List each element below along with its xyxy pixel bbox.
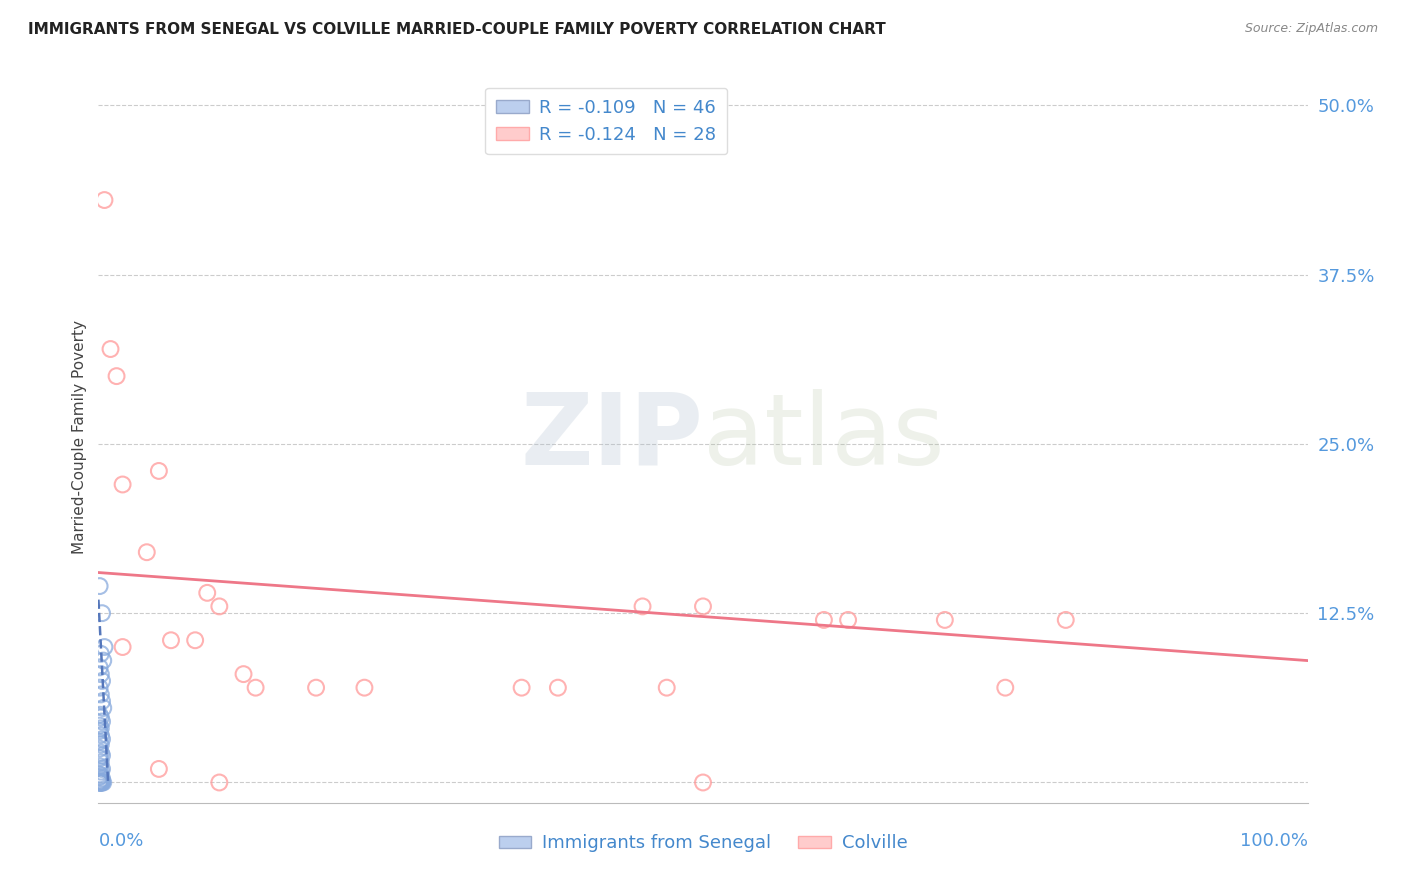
Point xyxy=(111,640,134,654)
Point xyxy=(148,762,170,776)
Legend: Immigrants from Senegal, Colville: Immigrants from Senegal, Colville xyxy=(492,827,914,860)
Point xyxy=(89,741,111,756)
Point xyxy=(90,775,112,789)
Point xyxy=(148,464,170,478)
Point xyxy=(160,633,183,648)
Point xyxy=(89,767,111,781)
Point xyxy=(89,775,111,789)
Point xyxy=(91,606,114,620)
Point xyxy=(91,748,114,763)
Point xyxy=(90,746,112,760)
Point xyxy=(353,681,375,695)
Point xyxy=(631,599,654,614)
Point xyxy=(89,775,111,789)
Point xyxy=(89,775,111,789)
Point xyxy=(89,759,111,773)
Point xyxy=(89,724,111,739)
Point xyxy=(1054,613,1077,627)
Point xyxy=(90,728,112,742)
Point xyxy=(90,775,112,789)
Point xyxy=(91,673,114,688)
Point xyxy=(208,599,231,614)
Point xyxy=(90,769,112,783)
Point xyxy=(90,738,112,752)
Text: ZIP: ZIP xyxy=(520,389,703,485)
Point xyxy=(510,681,533,695)
Point xyxy=(994,681,1017,695)
Point xyxy=(91,701,114,715)
Point xyxy=(91,775,114,789)
Point xyxy=(90,775,112,789)
Point xyxy=(195,586,218,600)
Point xyxy=(89,751,111,765)
Point xyxy=(91,762,114,776)
Point xyxy=(692,599,714,614)
Point xyxy=(91,694,114,708)
Point xyxy=(90,755,112,769)
Text: 100.0%: 100.0% xyxy=(1240,832,1308,850)
Point xyxy=(547,681,569,695)
Point xyxy=(93,640,115,654)
Point xyxy=(89,579,111,593)
Point xyxy=(91,714,114,729)
Point xyxy=(232,667,254,681)
Point xyxy=(91,775,114,789)
Point xyxy=(105,369,128,384)
Point xyxy=(90,647,112,661)
Text: IMMIGRANTS FROM SENEGAL VS COLVILLE MARRIED-COUPLE FAMILY POVERTY CORRELATION CH: IMMIGRANTS FROM SENEGAL VS COLVILLE MARR… xyxy=(28,22,886,37)
Point xyxy=(934,613,956,627)
Point xyxy=(100,342,122,356)
Point xyxy=(305,681,328,695)
Point xyxy=(135,545,157,559)
Point xyxy=(245,681,267,695)
Point xyxy=(655,681,678,695)
Point xyxy=(837,613,859,627)
Point xyxy=(89,660,111,674)
Point xyxy=(184,633,207,648)
Text: 0.0%: 0.0% xyxy=(98,832,143,850)
Point xyxy=(90,772,112,787)
Point xyxy=(90,764,112,779)
Point xyxy=(90,721,112,735)
Point xyxy=(91,775,114,789)
Text: atlas: atlas xyxy=(703,389,945,485)
Point xyxy=(89,774,111,789)
Point xyxy=(813,613,835,627)
Point xyxy=(90,667,112,681)
Y-axis label: Married-Couple Family Poverty: Married-Couple Family Poverty xyxy=(72,320,87,554)
Point xyxy=(89,735,111,749)
Point xyxy=(89,718,111,732)
Point xyxy=(208,775,231,789)
Point xyxy=(91,772,114,786)
Point xyxy=(90,688,112,702)
Point xyxy=(90,710,112,724)
Point xyxy=(692,775,714,789)
Point xyxy=(89,707,111,722)
Point xyxy=(111,477,134,491)
Point xyxy=(93,193,115,207)
Point xyxy=(89,681,111,695)
Text: Source: ZipAtlas.com: Source: ZipAtlas.com xyxy=(1244,22,1378,36)
Point xyxy=(89,775,111,789)
Point xyxy=(89,770,111,784)
Point xyxy=(91,732,114,747)
Point xyxy=(91,654,114,668)
